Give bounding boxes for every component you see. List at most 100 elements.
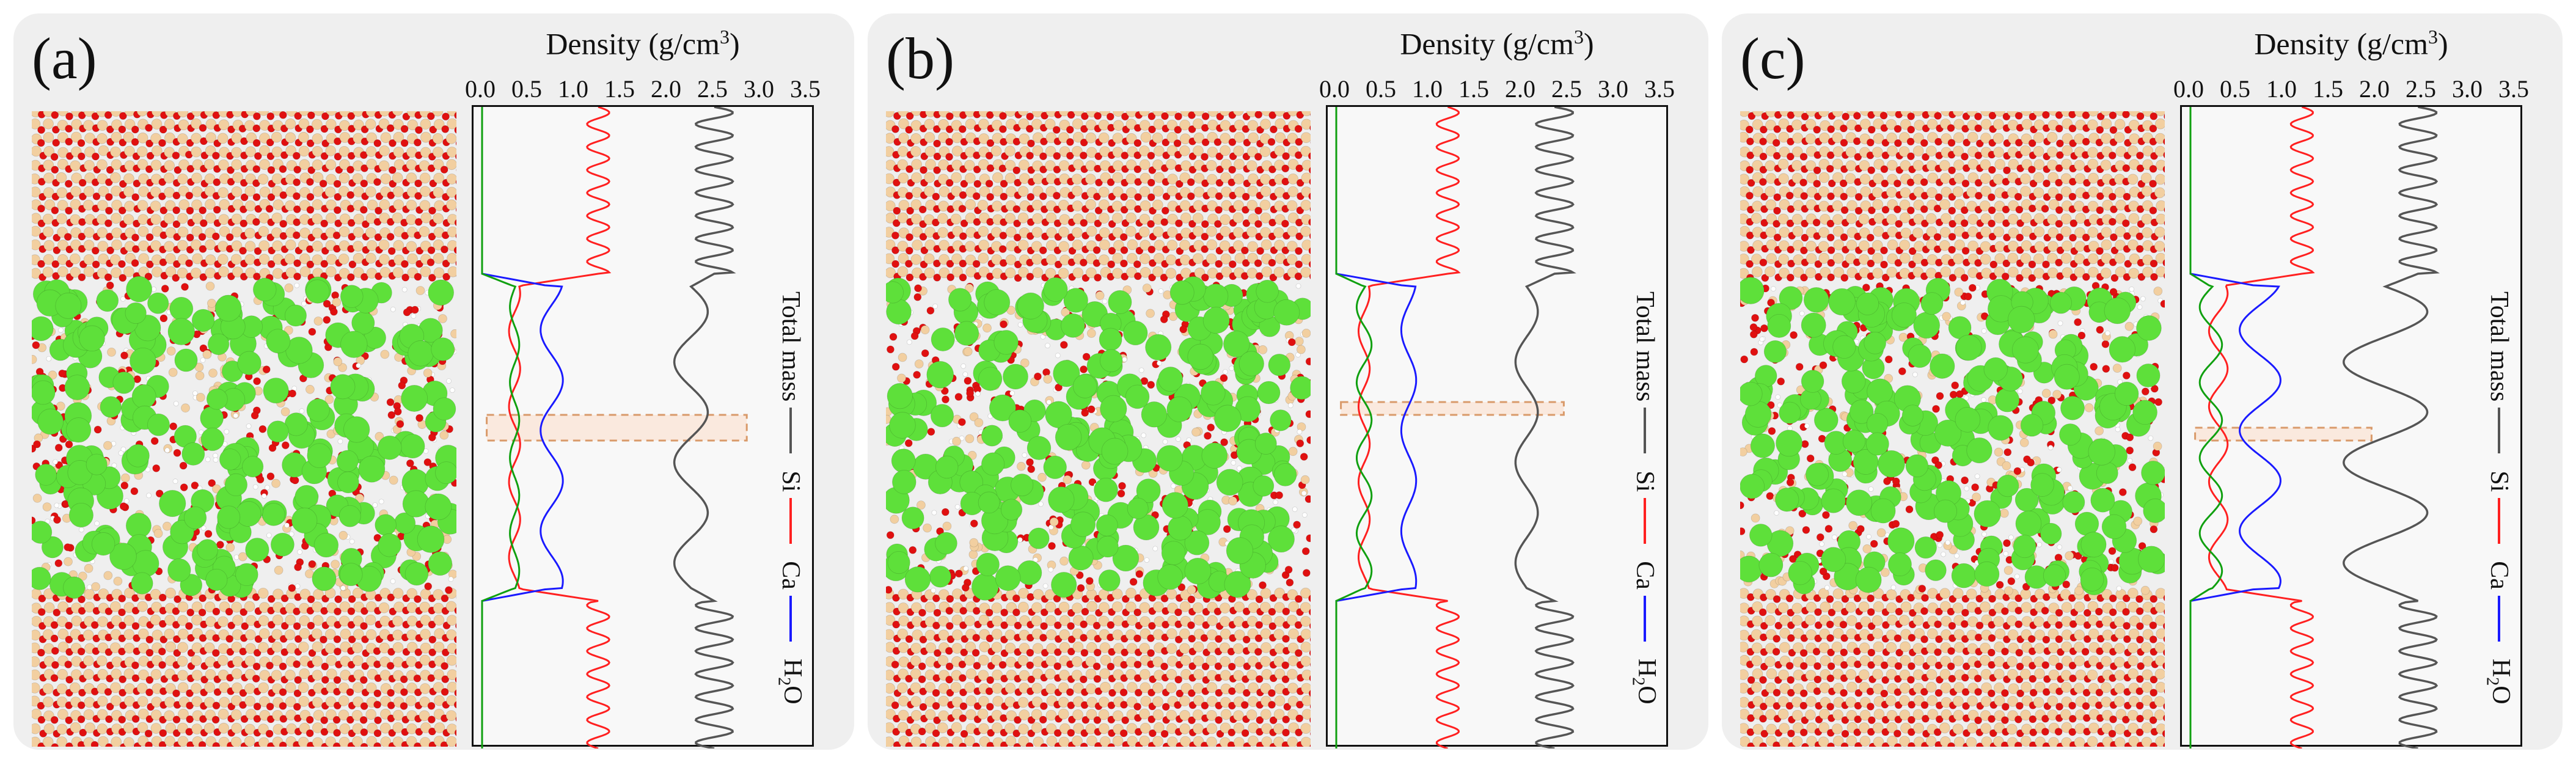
oxygen-atom [373, 139, 382, 147]
silicon-atom [1112, 133, 1124, 144]
silicon-atom [897, 146, 909, 157]
silicon-atom [365, 614, 376, 626]
silicon-atom [231, 186, 243, 197]
oxygen-atom [346, 191, 355, 199]
oxygen-atom [1255, 621, 1264, 629]
oxygen-atom [294, 563, 302, 571]
oxygen-atom [91, 112, 100, 120]
silicon-atom [1193, 111, 1204, 117]
silicon-atom [950, 682, 962, 693]
oxygen-atom [455, 676, 456, 683]
silicon-atom [1287, 186, 1298, 197]
silicon-atom [150, 200, 161, 212]
silicon-atom [1206, 655, 1217, 666]
oxygen-atom [403, 308, 411, 317]
oxygen-atom [427, 701, 436, 710]
oxygen-atom [1039, 246, 1047, 255]
oxygen-atom [428, 716, 436, 723]
oxygen-atom [333, 206, 342, 214]
silicon-atom [219, 199, 230, 210]
silicon-atom [1220, 145, 1231, 156]
calcium-ion [306, 398, 330, 422]
silicon-atom [1152, 132, 1163, 144]
silicon-atom [273, 588, 284, 600]
silicon-atom [1099, 602, 1110, 613]
hydrogen-atom [1292, 507, 1298, 512]
silicon-atom [1045, 601, 1056, 613]
silicon-atom [312, 601, 323, 613]
silicon-atom [924, 267, 935, 279]
hydrogen-atom [1138, 367, 1144, 373]
oxygen-atom [199, 245, 207, 253]
oxygen-atom [145, 139, 154, 148]
oxygen-atom [159, 635, 168, 643]
oxygen-atom [1160, 315, 1168, 324]
silicon-atom [313, 317, 323, 326]
silicon-atom [1287, 736, 1298, 747]
oxygen-atom [104, 607, 113, 615]
silicon-atom [407, 253, 418, 265]
oxygen-atom [400, 702, 408, 710]
silicon-atom [338, 615, 350, 627]
silicon-atom [43, 172, 54, 184]
oxygen-atom [1267, 137, 1276, 146]
silicon-atom [192, 159, 203, 170]
silicon-atom [137, 642, 149, 654]
silicon-atom [365, 601, 377, 612]
oxygen-atom [213, 205, 221, 214]
oxygen-atom [998, 125, 1007, 133]
oxygen-atom [387, 701, 395, 709]
silicon-atom [96, 655, 108, 667]
silicon-atom [97, 709, 108, 720]
silicon-atom [285, 132, 296, 144]
silicon-atom [70, 669, 82, 680]
oxygen-atom [945, 153, 953, 161]
oxygen-atom [306, 729, 314, 738]
oxygen-atom [267, 260, 276, 268]
silicon-atom [190, 239, 202, 251]
oxygen-atom [307, 621, 315, 630]
silicon-atom [978, 240, 990, 251]
oxygen-atom [958, 125, 967, 133]
silicon-atom [43, 159, 54, 171]
hydrogen-atom [446, 378, 452, 384]
silicon-atom [244, 254, 256, 265]
silicon-atom [111, 131, 122, 143]
silicon-atom [405, 695, 417, 706]
hydrogen-atom [288, 531, 295, 537]
oxygen-atom [172, 716, 181, 723]
silicon-atom [1098, 709, 1110, 720]
silicon-atom [32, 186, 41, 198]
silicon-atom [138, 186, 149, 197]
oxygen-atom [65, 125, 73, 133]
oxygen-atom [986, 111, 994, 119]
silicon-atom [969, 538, 979, 547]
silicon-atom [392, 186, 404, 197]
silicon-atom [420, 722, 431, 733]
silicon-atom [164, 697, 175, 708]
oxygen-atom [1026, 192, 1035, 201]
calcium-ion [126, 276, 153, 302]
oxygen-atom [240, 193, 249, 202]
silicon-atom [84, 563, 93, 573]
silicon-atom [434, 695, 445, 706]
silicon-atom [352, 642, 363, 654]
silicon-atom [271, 670, 282, 681]
oxygen-atom [891, 362, 900, 371]
oxygen-atom [321, 662, 329, 671]
oxygen-atom [52, 125, 60, 134]
silicon-atom [1017, 240, 1029, 251]
silicon-atom [393, 131, 404, 143]
oxygen-atom [307, 689, 316, 697]
silicon-atom [1206, 225, 1217, 237]
oxygen-atom [301, 542, 309, 550]
hydrogen-atom [1017, 537, 1023, 543]
silicon-atom [298, 682, 309, 694]
silicon-atom [393, 147, 404, 158]
silicon-atom [231, 642, 243, 653]
silicon-atom [353, 186, 364, 197]
silicon-atom [259, 709, 271, 721]
oxygen-atom [1080, 138, 1088, 147]
silicon-atom [217, 254, 229, 265]
calcium-ion [112, 372, 135, 394]
